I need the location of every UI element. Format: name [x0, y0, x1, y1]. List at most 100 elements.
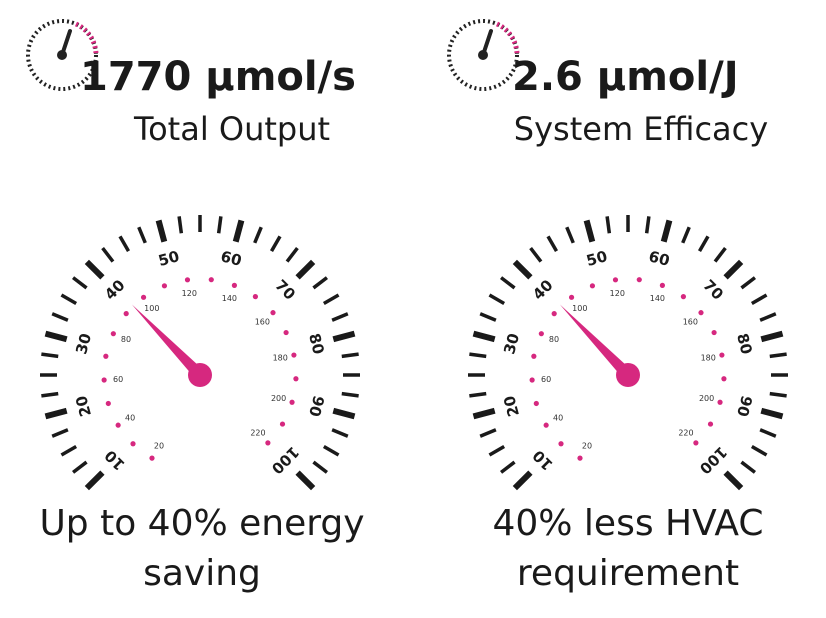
dial-dot [558, 441, 564, 447]
dial-dot [231, 282, 238, 288]
icon-dial [26, 19, 98, 91]
dial-dot [101, 377, 107, 383]
dial-inner-number: 120 [182, 289, 197, 298]
dial-tick [332, 330, 356, 343]
dial-dot [270, 310, 276, 316]
dial-tick [41, 352, 59, 359]
dial-inner-number: 180 [701, 353, 716, 362]
dial-dot [130, 441, 136, 447]
dial-tick [312, 276, 329, 290]
dial-tick [740, 460, 757, 474]
gauge-icon [447, 19, 520, 91]
dial-tick [41, 391, 59, 398]
dial-inner-number: 200 [699, 394, 714, 403]
caption-line: Up to 40% energy [39, 503, 364, 544]
dial-tick [331, 428, 349, 438]
dial-tick [512, 259, 533, 280]
dial-dot [538, 331, 544, 337]
dial-dot [721, 376, 727, 382]
dial-tick [760, 407, 784, 420]
dial-number: 90 [305, 394, 328, 419]
dial-tick [529, 246, 543, 263]
dial-number: 70 [699, 276, 726, 303]
dial-tick [499, 460, 516, 474]
icon-hub [57, 50, 67, 60]
dial-tick [269, 235, 282, 253]
dial-number: 60 [219, 247, 244, 270]
needle [559, 304, 633, 380]
dial-tick [740, 276, 757, 290]
dial-tick [723, 470, 744, 491]
dial-inner-number: 220 [250, 428, 265, 437]
dial-inner-number: 60 [113, 375, 123, 384]
dial-tick [759, 428, 777, 438]
dial-number: 100 [696, 443, 731, 478]
dial-dot [184, 277, 191, 283]
dial-dot [531, 353, 537, 359]
dial-tick [331, 312, 349, 322]
dial-tick [253, 226, 263, 244]
dial-tick [341, 352, 359, 359]
dial-tick [546, 235, 559, 253]
dial-dot [711, 329, 717, 336]
dial-tick [51, 312, 69, 322]
dial-tick [341, 391, 359, 398]
dial-dot [115, 422, 121, 428]
dial-dot [551, 311, 557, 317]
dial-inner-number: 120 [610, 289, 625, 298]
dial-dot [289, 399, 295, 405]
dial-tick [750, 293, 768, 306]
stat-label: Total Output [133, 110, 330, 148]
dial-tick [332, 407, 356, 420]
dial-tick [51, 428, 69, 438]
dial-tick [472, 330, 496, 343]
dial-number: 90 [733, 394, 756, 419]
dial-dot [719, 352, 725, 358]
dial-tick [583, 219, 596, 243]
dial-tick [697, 235, 710, 253]
dial-dot [140, 294, 147, 300]
dial-dot [105, 400, 111, 407]
dial-tick [479, 428, 497, 438]
dial-inner-number: 200 [271, 394, 286, 403]
needle-hub [188, 363, 212, 387]
caption-line: requirement [517, 553, 739, 594]
dial-tick [285, 246, 299, 263]
dial-dot [149, 455, 155, 461]
dial-number: 30 [72, 331, 95, 356]
dial-dot [279, 421, 286, 427]
dial-number: 20 [72, 394, 95, 419]
dial-dot [680, 294, 687, 300]
dial-inner-number: 100 [572, 304, 587, 313]
stat-value: 1770 µmol/s [80, 54, 356, 100]
dial-dot [693, 440, 699, 446]
dial-tick [488, 444, 506, 457]
dial-tick [499, 276, 516, 290]
dial-tick [322, 293, 340, 306]
dial-tick [84, 259, 105, 280]
dial-tick [723, 259, 744, 280]
dial-dot [265, 440, 271, 446]
needle-hub [616, 363, 640, 387]
dial-dot [717, 399, 723, 405]
dial-tick [295, 259, 316, 280]
dial-tick [71, 276, 88, 290]
dial-tick [565, 226, 575, 244]
dial-inner-number: 220 [678, 428, 693, 437]
dial-dot [577, 455, 583, 461]
dial-inner-number: 80 [121, 335, 131, 344]
dial-inner-number: 160 [683, 317, 698, 326]
dial-tick [216, 216, 223, 234]
dial-number: 40 [529, 276, 556, 303]
dial-tick [232, 219, 245, 243]
dial-number: 100 [268, 443, 303, 478]
dial-dot [283, 329, 289, 336]
dial-dot [161, 283, 168, 289]
dial-tick [101, 246, 115, 263]
dial-dot [698, 310, 704, 316]
dial-inner-number: 180 [273, 353, 288, 362]
icon-redline [495, 21, 520, 56]
